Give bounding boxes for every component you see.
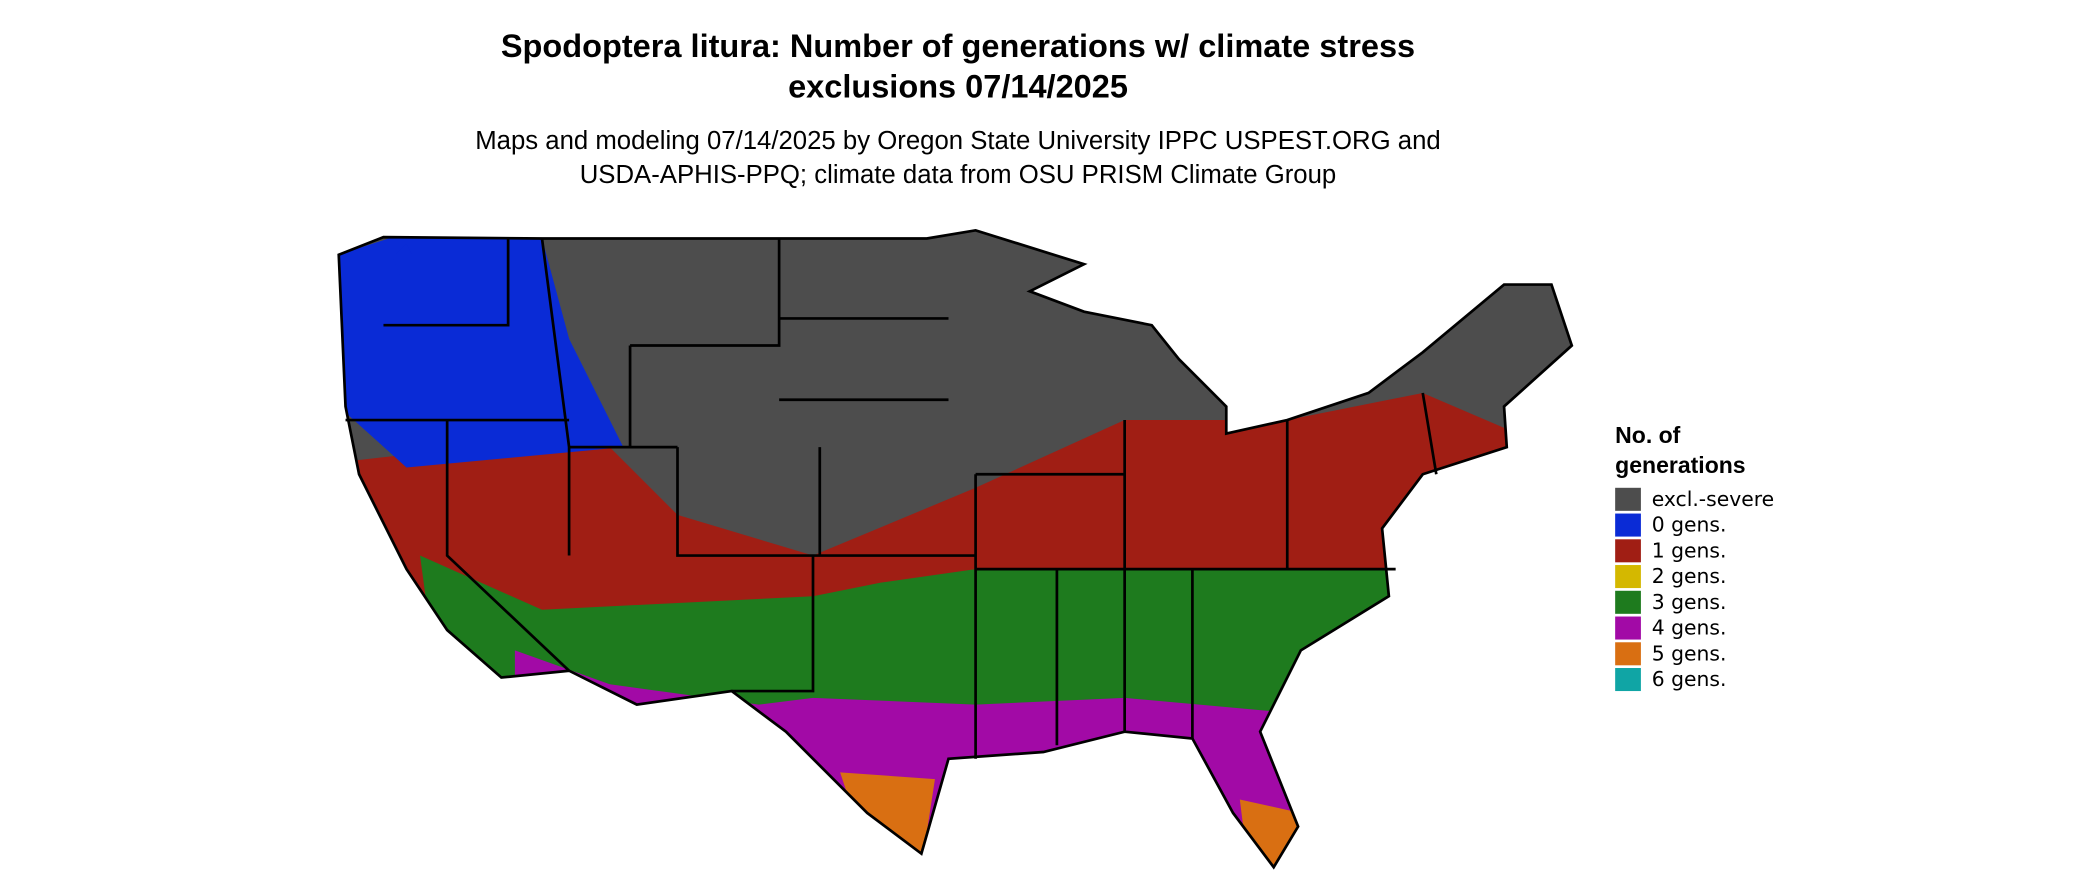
legend-title: generations — [1615, 452, 1745, 478]
legend-swatch — [1615, 590, 1641, 614]
legend-label: 1 gens. — [1652, 538, 1727, 562]
legend-label: 0 gens. — [1652, 513, 1727, 537]
title-line: Spodoptera litura: Number of generations… — [501, 28, 1415, 64]
legend-swatch — [1615, 642, 1641, 666]
subtitle-line: USDA-APHIS-PPQ; climate data from OSU PR… — [580, 161, 1337, 189]
legend-label: 3 gens. — [1652, 590, 1727, 614]
legend-swatch — [1615, 513, 1641, 537]
legend-label: 6 gens. — [1652, 667, 1727, 691]
legend-label: 2 gens. — [1652, 564, 1727, 588]
subtitle-line: Maps and modeling 07/14/2025 by Oregon S… — [475, 127, 1441, 155]
zone-0 — [392, 243, 421, 292]
legend-label: 5 gens. — [1652, 641, 1727, 665]
zone-1 — [338, 237, 624, 468]
title-line: exclusions 07/14/2025 — [788, 69, 1128, 105]
legend-swatch — [1615, 539, 1641, 563]
legend-swatch — [1615, 668, 1641, 692]
legend-label: excl.-severe — [1652, 487, 1774, 511]
legend-swatch — [1615, 565, 1641, 589]
state-borders — [337, 228, 1574, 869]
legend-swatch — [1615, 616, 1641, 640]
legend-label: 4 gens. — [1652, 616, 1727, 640]
legend-swatch — [1615, 487, 1641, 511]
legend-title: No. of — [1615, 422, 1681, 448]
map — [338, 230, 1572, 868]
